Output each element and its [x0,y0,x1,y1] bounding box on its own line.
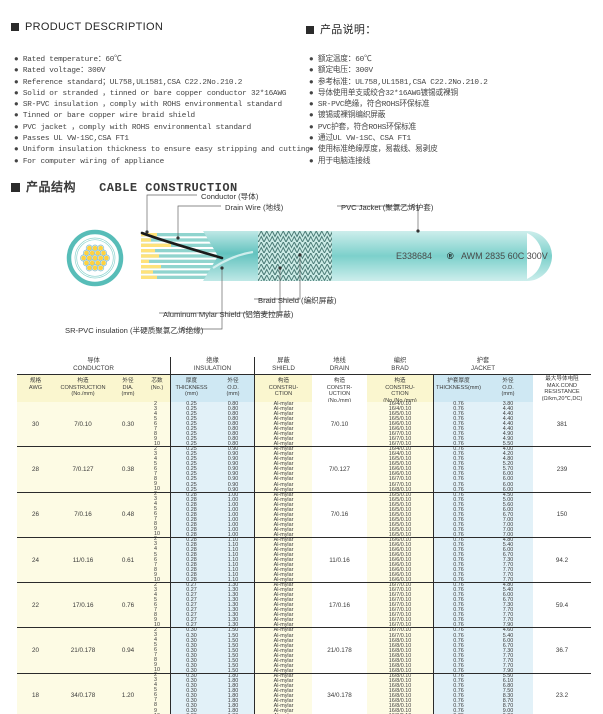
svg-text:Aluminum Mylar Shield (铝箔麦拉屏蔽): Aluminum Mylar Shield (铝箔麦拉屏蔽) [163,309,294,319]
svg-text:Drain Wire (地线): Drain Wire (地线) [225,202,284,212]
svg-text:Conductor (导体): Conductor (导体) [201,191,259,201]
svg-text:AWM 2835 60C 300V: AWM 2835 60C 300V [461,251,548,261]
svg-text:SR-PVC insulation (半硬质聚氯乙烯绝缘): SR-PVC insulation (半硬质聚氯乙烯绝缘) [65,325,204,335]
svg-text:PVC Jacket (聚氯乙烯护套): PVC Jacket (聚氯乙烯护套) [341,202,434,212]
svg-text:Braid Shield (编织屏蔽): Braid Shield (编织屏蔽) [258,295,337,305]
svg-text:E338684: E338684 [396,251,432,261]
svg-text:®: ® [447,251,454,261]
